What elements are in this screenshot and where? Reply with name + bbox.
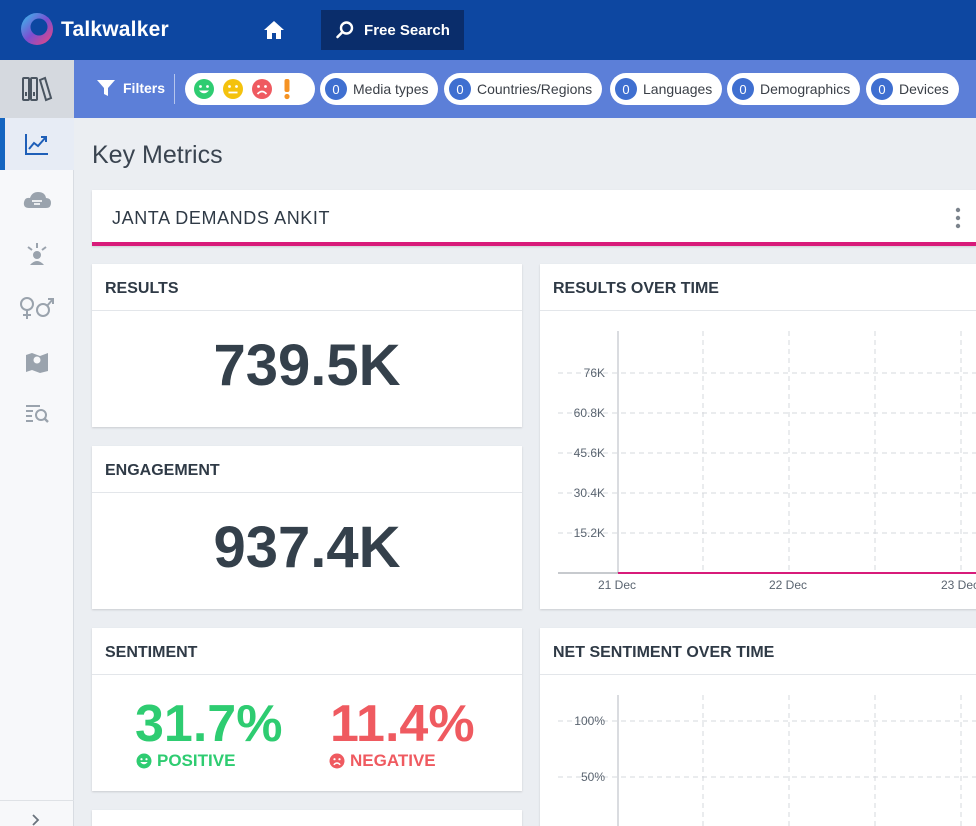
project-name: JANTA DEMANDS ANKIT (112, 208, 331, 228)
filter-icon (97, 80, 115, 96)
positive-face-icon (136, 753, 152, 769)
results-over-time-card: RESULTS OVER TIME 15.2K 30.4K 45.6K 60.8K 76… (540, 264, 976, 609)
card-title: ENGAGEMENT (105, 462, 220, 479)
filters-button[interactable]: Filters (96, 79, 165, 97)
y-tick-label: 30.4K (574, 486, 605, 500)
results-over-time-chart: 15.2K 30.4K 45.6K 60.8K 76K 21 Dec 22 Dec 23 De… (558, 331, 976, 592)
countries-regions-filter[interactable]: 0 Countries/Regions (444, 73, 603, 105)
filter-pill-label: Media types (353, 81, 429, 97)
results-card: RESULTS 739.5K (92, 264, 522, 427)
positive-label: POSITIVE (157, 751, 236, 770)
demographics-filter[interactable]: 0 Demographics (727, 73, 861, 105)
filter-separator (174, 74, 175, 104)
positive-percentage: 31.7% (135, 695, 283, 753)
sidebar-item-list-search[interactable] (0, 388, 74, 440)
y-tick-label: 60.8K (574, 406, 605, 420)
list-search-icon (26, 405, 49, 423)
free-search-label: Free Search (364, 21, 450, 39)
next-metric-card (92, 810, 522, 826)
exclamation-icon[interactable] (280, 78, 294, 100)
y-tick-label: 50% (581, 770, 605, 784)
x-tick-label: 23 Dec (941, 578, 976, 592)
card-title: SENTIMENT (105, 644, 198, 661)
chevron-right-icon[interactable] (28, 812, 44, 826)
cloud-icon (23, 192, 51, 208)
filter-count-badge: 0 (615, 78, 637, 100)
filter-pill-label: Countries/Regions (477, 81, 593, 97)
influencer-icon (27, 243, 47, 265)
free-search-button[interactable]: Free Search (321, 10, 464, 50)
engagement-card: ENGAGEMENT 937.4K (92, 446, 522, 609)
languages-filter[interactable]: 0 Languages (610, 73, 723, 105)
trend-chart-icon (25, 134, 48, 155)
media-types-filter[interactable]: 0 Media types (320, 73, 439, 105)
neutral-face-icon[interactable] (222, 78, 244, 100)
gender-icon (20, 297, 54, 319)
negative-label: NEGATIVE (350, 751, 436, 770)
filter-pill-label: Devices (899, 81, 949, 97)
negative-label-group: NEGATIVE (329, 751, 436, 771)
sidebar (0, 60, 74, 826)
sidebar-item-demographics[interactable] (0, 282, 74, 334)
negative-percentage: 11.4% (330, 695, 475, 753)
sidebar-divider (0, 800, 74, 801)
filters-label: Filters (123, 80, 166, 96)
map-icon (26, 353, 48, 373)
filter-count-badge: 0 (325, 78, 347, 100)
top-bar: Talkwalker Free Search (0, 0, 976, 60)
y-tick-label: 15.2K (574, 526, 605, 540)
sidebar-item-influencers[interactable] (0, 228, 74, 280)
brand-name: Talkwalker (61, 18, 169, 41)
positive-label-group: POSITIVE (136, 751, 235, 771)
filter-pill-label: Languages (643, 81, 713, 97)
more-options-icon[interactable] (954, 206, 962, 230)
page-title: Key Metrics (92, 141, 223, 169)
positive-face-icon[interactable] (193, 78, 215, 100)
home-icon[interactable] (262, 19, 286, 41)
sentiment-card: SENTIMENT 31.7% POSITIVE 11.4% NEGATIVE (92, 628, 522, 791)
card-title: RESULTS OVER TIME (553, 280, 719, 297)
card-title: RESULTS (105, 280, 179, 297)
x-tick-label: 22 Dec (769, 578, 807, 592)
search-icon (336, 21, 354, 39)
card-divider (540, 674, 976, 675)
card-divider (92, 310, 522, 311)
sidebar-item-key-metrics[interactable] (0, 118, 74, 170)
y-tick-label: 76K (584, 366, 605, 380)
x-tick-label: 21 Dec (598, 578, 636, 592)
sidebar-item-library[interactable] (0, 60, 74, 118)
sidebar-item-cloud[interactable] (0, 174, 74, 226)
devices-filter[interactable]: 0 Devices (866, 73, 959, 105)
filter-count-badge: 0 (449, 78, 471, 100)
engagement-value: 937.4K (213, 515, 401, 580)
sidebar-item-map[interactable] (0, 336, 74, 388)
library-icon (22, 76, 53, 102)
filter-count-badge: 0 (871, 78, 893, 100)
filter-bar: Filters 0 Media types 0 Countries/Region… (74, 60, 976, 118)
net-sentiment-over-time-card: NET SENTIMENT OVER TIME 50% 100% (540, 628, 976, 826)
negative-face-icon (329, 753, 345, 769)
card-divider (92, 492, 522, 493)
results-value: 739.5K (213, 333, 401, 398)
card-title: NET SENTIMENT OVER TIME (553, 644, 775, 661)
filter-count-badge: 0 (732, 78, 754, 100)
card-divider (540, 310, 976, 311)
negative-face-icon[interactable] (251, 78, 273, 100)
y-tick-label: 100% (574, 714, 605, 728)
card-divider (92, 674, 522, 675)
y-tick-label: 45.6K (574, 446, 605, 460)
net-sentiment-over-time-chart: 50% 100% (558, 695, 976, 826)
talkwalker-logo[interactable] (20, 12, 54, 46)
project-header: JANTA DEMANDS ANKIT (92, 190, 976, 246)
sentiment-filter-pill[interactable] (185, 73, 315, 105)
filter-pill-label: Demographics (760, 81, 851, 97)
